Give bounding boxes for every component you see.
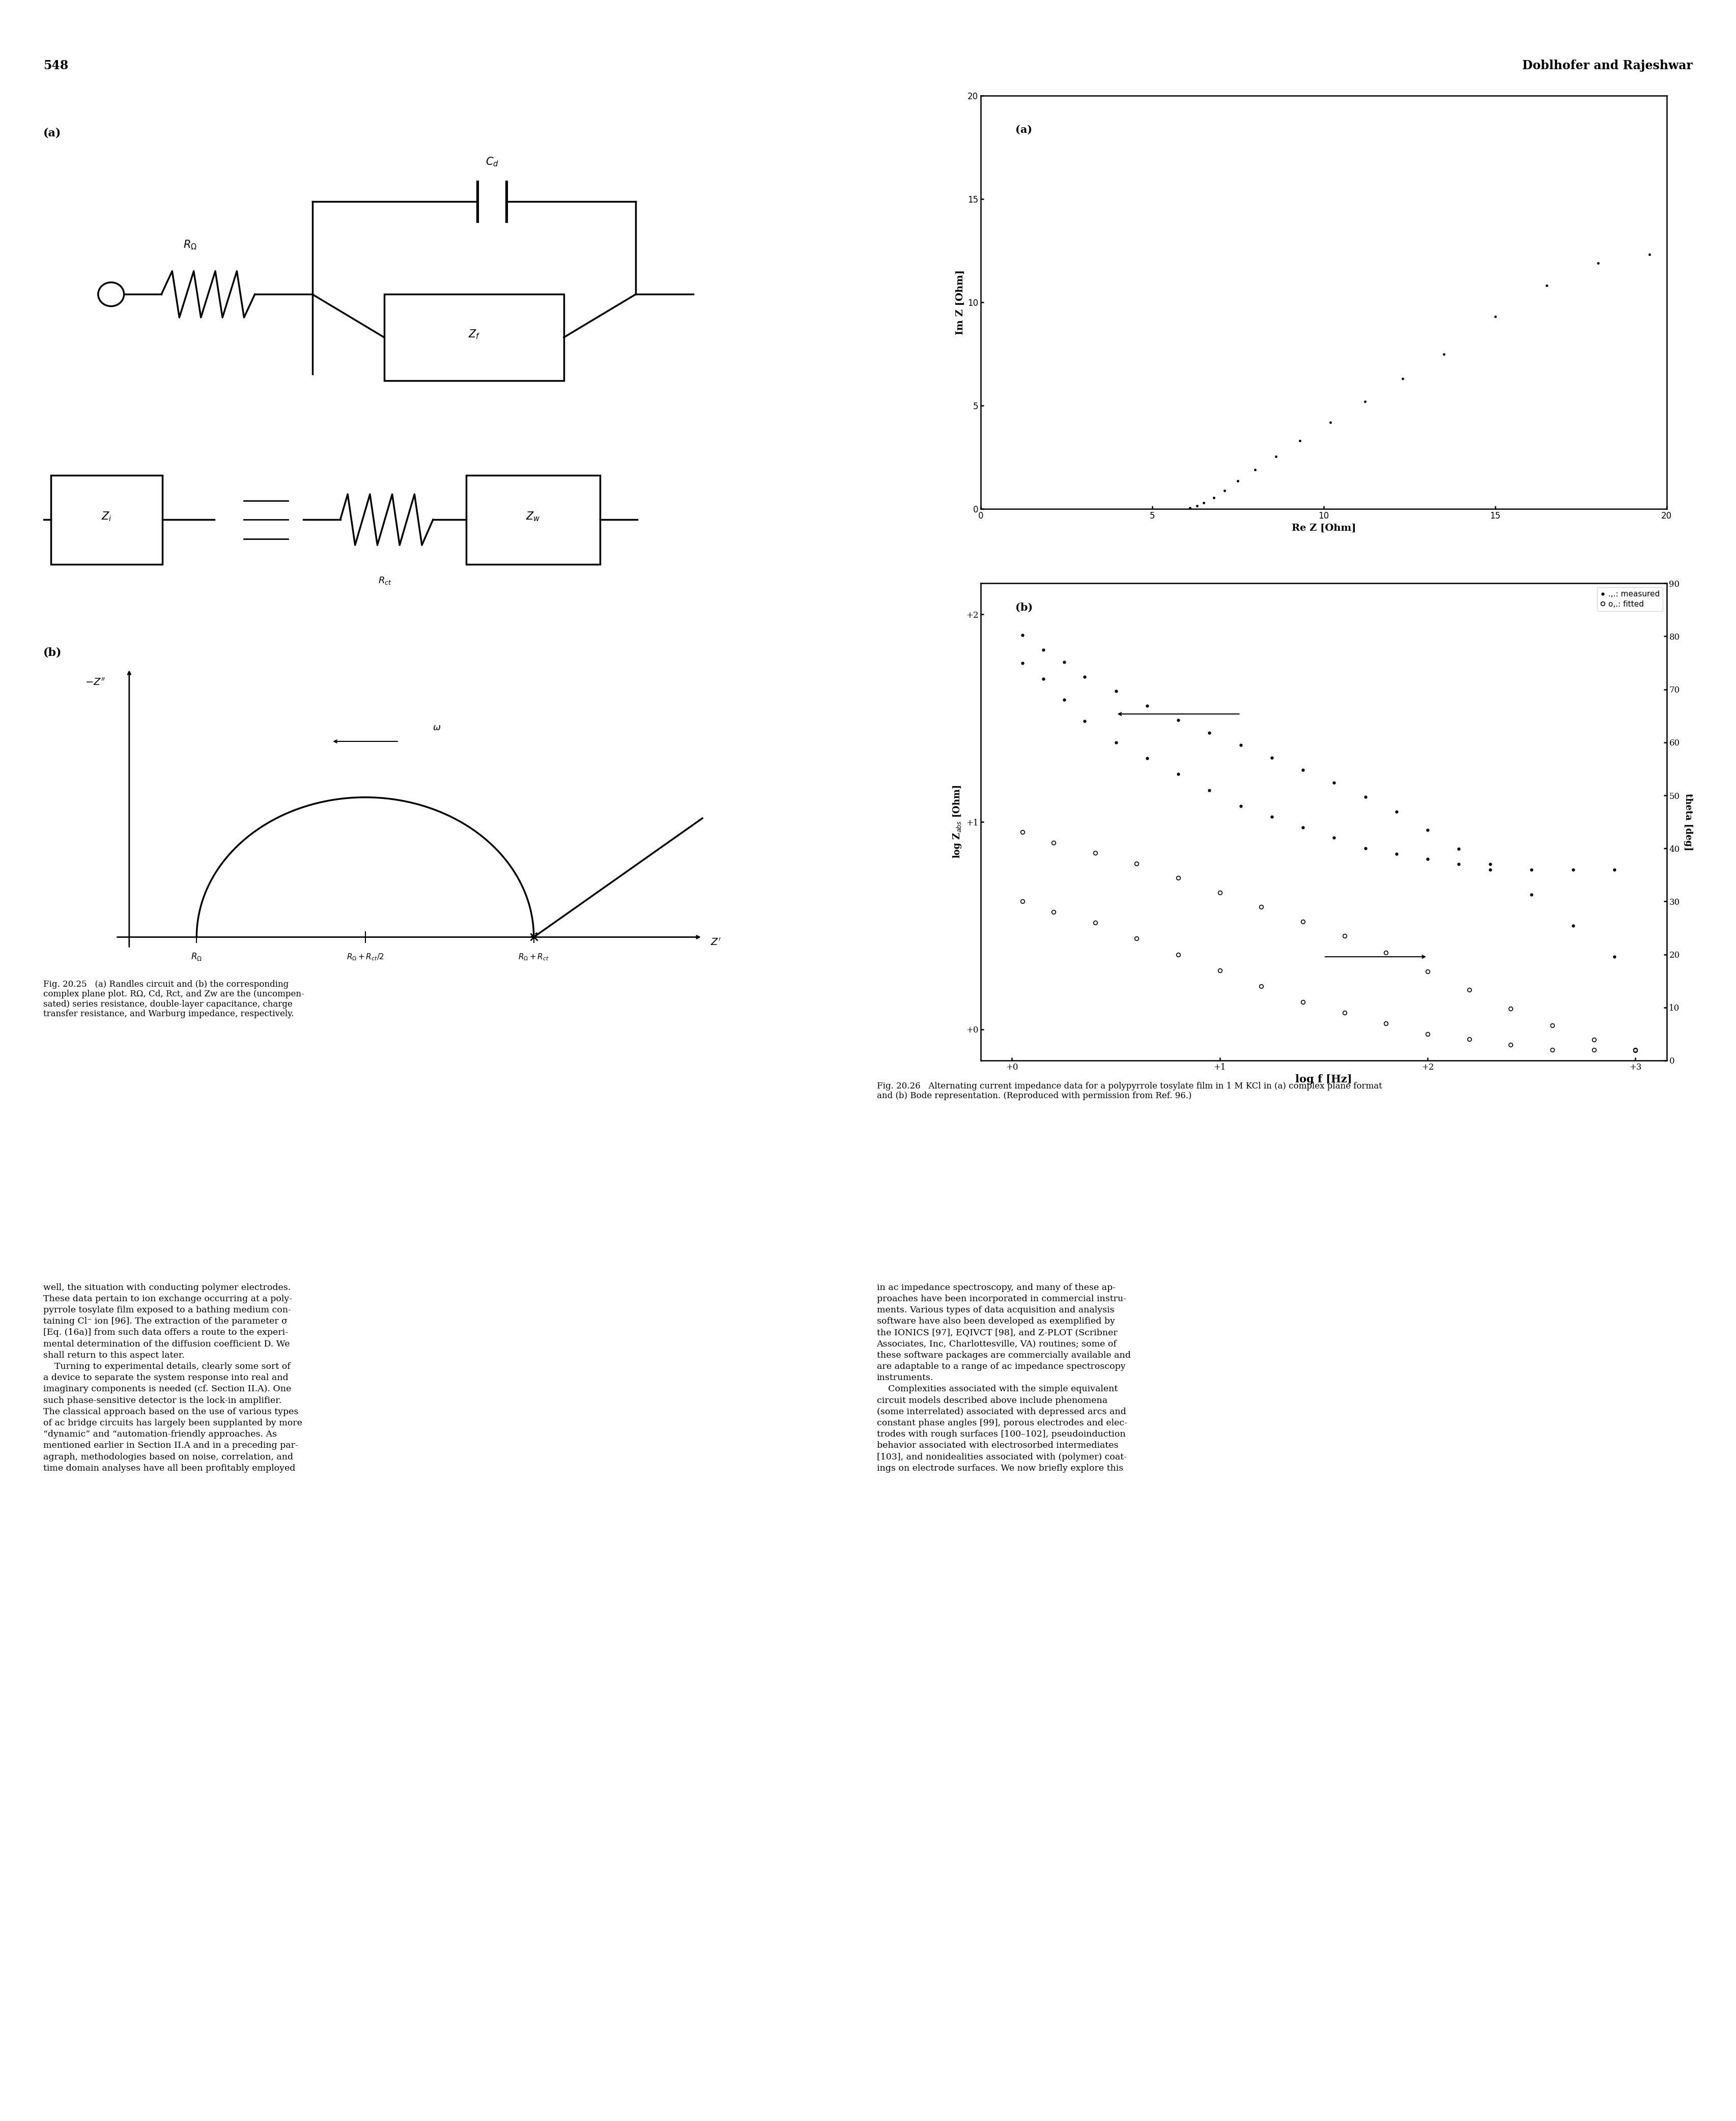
Text: (a): (a) [43, 127, 61, 138]
Text: $R_\Omega$: $R_\Omega$ [184, 240, 196, 250]
Text: (a): (a) [1016, 125, 1031, 134]
Y-axis label: log Z$_{abs}$ [Ohm]: log Z$_{abs}$ [Ohm] [951, 785, 963, 859]
Text: $R_{ct}$: $R_{ct}$ [378, 575, 392, 585]
Text: Fig. 20.26   Alternating current impedance data for a polypyrrole tosylate film : Fig. 20.26 Alternating current impedance… [877, 1082, 1382, 1101]
Text: 548: 548 [43, 59, 68, 72]
Text: $R_\Omega + R_{ct}/2$: $R_\Omega + R_{ct}/2$ [347, 952, 384, 961]
Text: (b): (b) [1016, 602, 1033, 613]
Text: in ac impedance spectroscopy, and many of these ap-
proaches have been incorpora: in ac impedance spectroscopy, and many o… [877, 1283, 1130, 1472]
Text: Fig. 20.25   (a) Randles circuit and (b) the corresponding
complex plane plot. R: Fig. 20.25 (a) Randles circuit and (b) t… [43, 980, 304, 1018]
Text: $R_\Omega + R_{ct}$: $R_\Omega + R_{ct}$ [519, 952, 549, 961]
X-axis label: log f [Hz]: log f [Hz] [1295, 1075, 1352, 1084]
Text: $Z_f$: $Z_f$ [469, 329, 481, 339]
Text: $-Z''$: $-Z''$ [85, 677, 106, 687]
Y-axis label: Im Z [Ohm]: Im Z [Ohm] [955, 269, 965, 335]
X-axis label: Re Z [Ohm]: Re Z [Ohm] [1292, 524, 1356, 532]
Bar [384, 295, 564, 380]
Text: $Z_i$: $Z_i$ [101, 511, 111, 522]
Bar [50, 475, 161, 564]
Text: $Z'$: $Z'$ [710, 937, 720, 948]
Text: Doblhofer and Rajeshwar: Doblhofer and Rajeshwar [1522, 59, 1693, 72]
Bar [467, 475, 601, 564]
Text: $Z_w$: $Z_w$ [526, 511, 540, 522]
Text: $C_d$: $C_d$ [486, 155, 498, 168]
Text: well, the situation with conducting polymer electrodes.
These data pertain to io: well, the situation with conducting poly… [43, 1283, 302, 1472]
Text: $R_\Omega$: $R_\Omega$ [191, 952, 201, 963]
Text: (b): (b) [43, 647, 62, 658]
Y-axis label: theta [deg]: theta [deg] [1684, 793, 1693, 851]
Text: $\omega$: $\omega$ [432, 723, 441, 732]
Legend: .,.: measured, o,.: fitted: .,.: measured, o,.: fitted [1597, 588, 1663, 611]
